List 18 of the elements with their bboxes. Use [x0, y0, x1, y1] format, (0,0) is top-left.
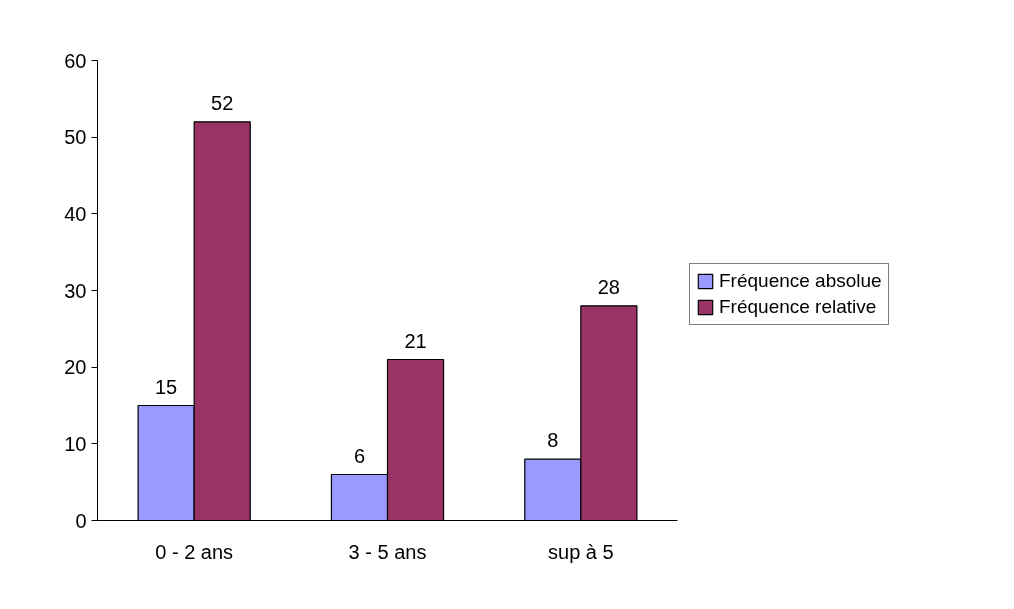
x-tick-label: 0 - 2 ans [155, 540, 234, 563]
y-tick-label: 60 [64, 49, 87, 72]
data-label: 15 [155, 375, 178, 398]
y-tick-label: 30 [64, 279, 87, 302]
legend-label: Fréquence relative [719, 296, 877, 318]
x-tick-label: 3 - 5 ans [348, 540, 427, 563]
data-label: 21 [404, 329, 427, 352]
data-label: 28 [597, 275, 620, 298]
y-tick-label: 40 [64, 202, 87, 225]
x-tick-label: sup à 5 [548, 540, 614, 563]
y-tick-label: 50 [64, 126, 87, 149]
y-tick-label: 20 [64, 356, 87, 379]
data-label: 52 [211, 91, 234, 114]
y-tick-label: 0 [75, 509, 87, 532]
data-label: 8 [547, 429, 559, 452]
y-tick-label: 10 [64, 432, 87, 455]
legend-label: Fréquence absolue [719, 270, 882, 292]
data-label: 6 [353, 444, 366, 467]
